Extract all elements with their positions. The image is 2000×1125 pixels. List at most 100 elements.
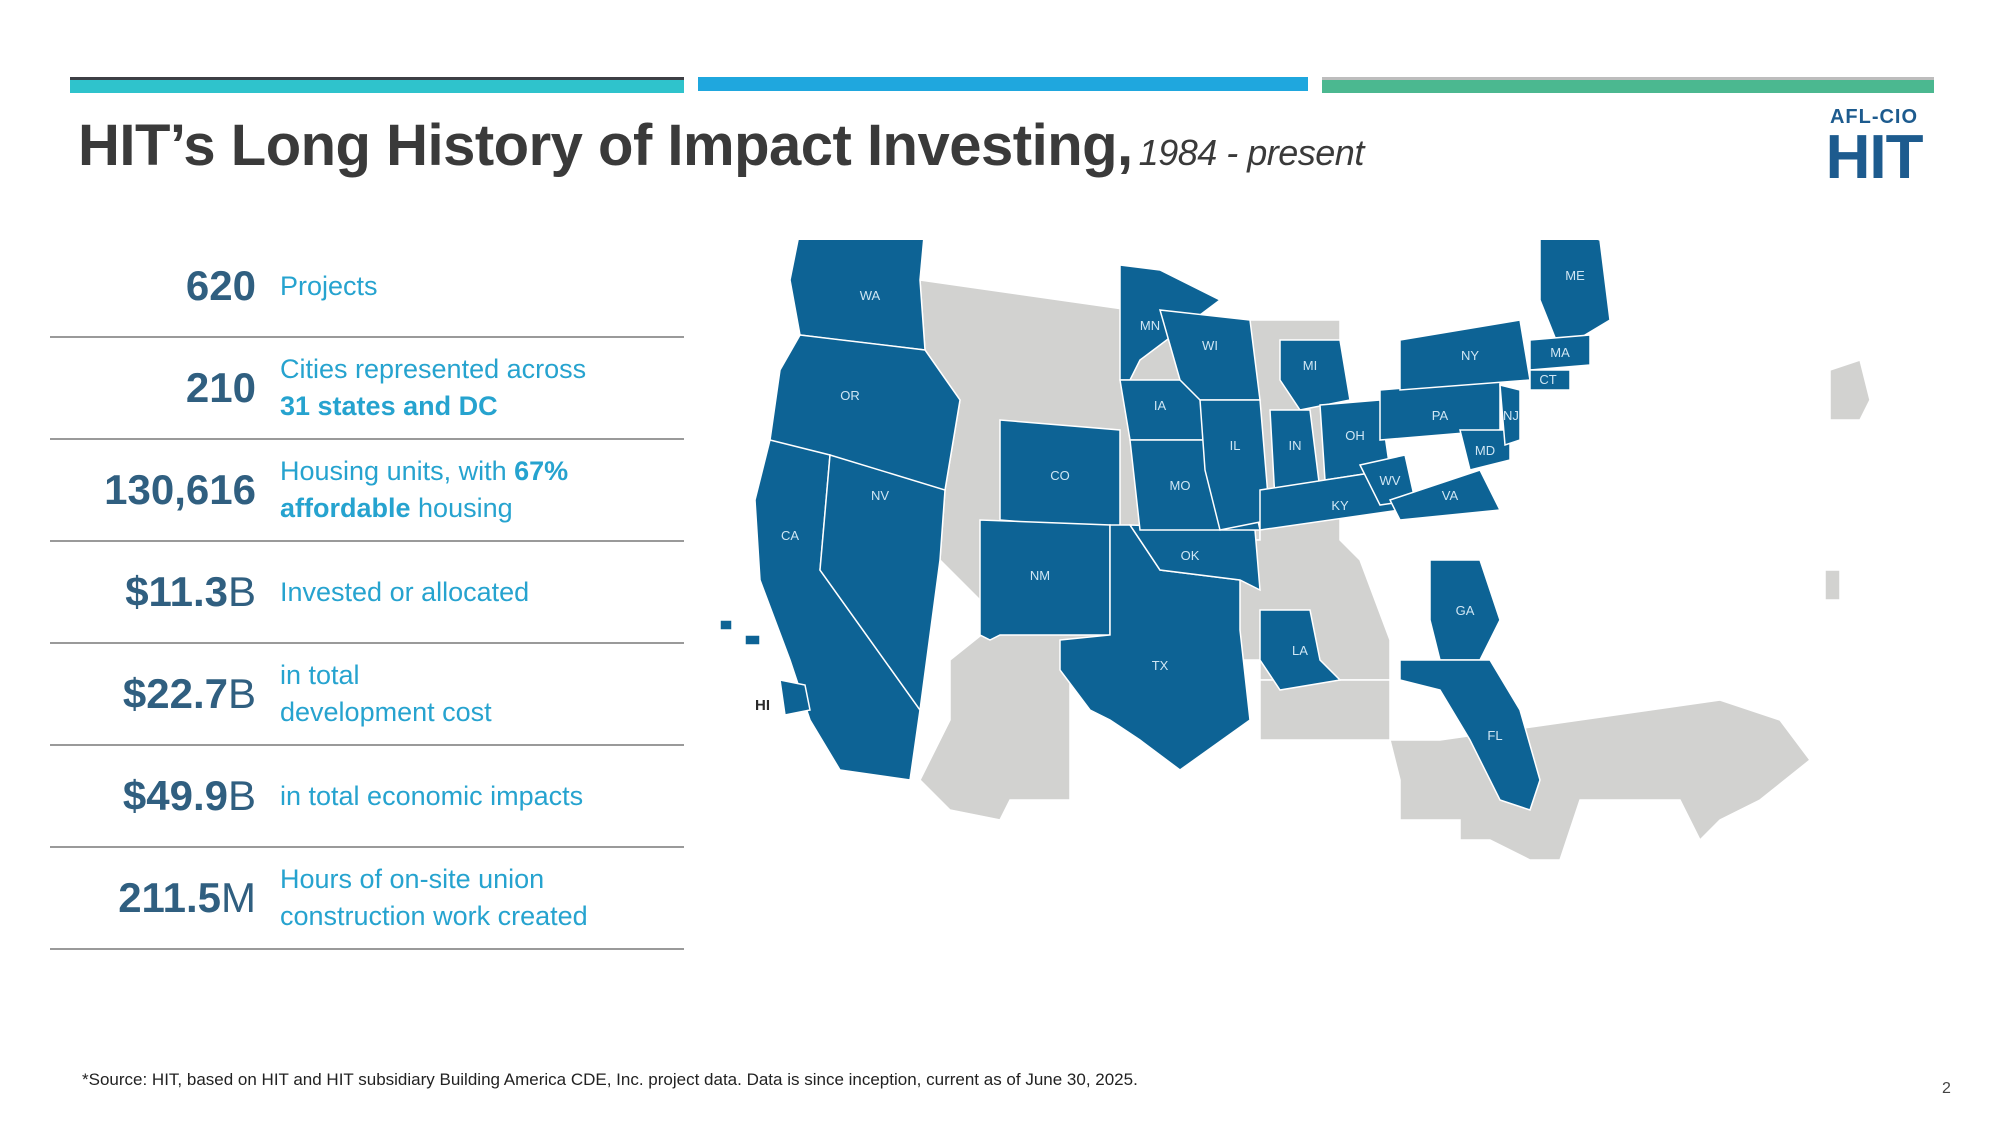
- stat-number: 210: [185, 364, 256, 411]
- stat-label-line: affordable housing: [280, 493, 513, 523]
- map-label-ky: KY: [1331, 498, 1349, 513]
- stat-number: $49.9: [122, 772, 228, 819]
- logo-main-text: HIT: [1825, 123, 1924, 192]
- accent-bar-green: [1322, 77, 1934, 93]
- map-label-me: ME: [1565, 268, 1585, 283]
- map-label-in: IN: [1289, 438, 1302, 453]
- stats-list: 620 Projects 210 Cities represented acro…: [50, 236, 684, 950]
- stat-value: $11.3B: [50, 568, 280, 616]
- stat-label-line: Housing units, with 67%: [280, 456, 569, 486]
- stat-value: 211.5M: [50, 874, 280, 922]
- stat-row-cities: 210 Cities represented across 31 states …: [50, 338, 684, 440]
- map-label-mi: MI: [1303, 358, 1317, 373]
- stat-label-line: development cost: [280, 697, 492, 727]
- us-map-svg: WA OR CA NV CO NM TX OK MN IA MO WI IL M…: [719, 240, 1871, 861]
- map-label-fl: FL: [1487, 728, 1502, 743]
- state-il: [1199, 399, 1271, 531]
- map-label-nj: NJ: [1503, 408, 1519, 423]
- map-label-nv: NV: [871, 488, 889, 503]
- map-label-wv: WV: [1380, 473, 1401, 488]
- map-label-va: VA: [1442, 488, 1459, 503]
- map-label-hi: HI: [755, 697, 770, 714]
- state-la: [1259, 609, 1342, 691]
- map-label-ia: IA: [1154, 398, 1167, 413]
- title-main: HIT’s Long History of Impact Investing,: [78, 113, 1133, 178]
- stat-value: 130,616: [50, 466, 280, 514]
- stat-number: 211.5: [118, 874, 221, 921]
- state-fl: [1399, 659, 1541, 811]
- map-label-co: CO: [1050, 468, 1070, 483]
- state-tx: [1059, 524, 1251, 771]
- stat-value: $22.7B: [50, 670, 280, 718]
- stat-label-line: construction work created: [280, 901, 588, 931]
- accent-bar-teal: [70, 77, 684, 93]
- map-label-ga: GA: [1456, 603, 1475, 618]
- map-region-south: [1389, 699, 1812, 861]
- page-title: HIT’s Long History of Impact Investing, 1…: [78, 112, 1364, 179]
- map-label-md: MD: [1475, 443, 1495, 458]
- title-subtitle: 1984 - present: [1138, 132, 1365, 173]
- stat-row-projects: 620 Projects: [50, 236, 684, 338]
- logo-top-text: AFL-CIO: [1829, 106, 1919, 128]
- map-label-mn: MN: [1140, 318, 1160, 333]
- map-label-oh: OH: [1345, 428, 1365, 443]
- stat-label-bold: 31 states and DC: [280, 391, 498, 421]
- map-label-or: OR: [840, 388, 860, 403]
- state-hi-main: [779, 679, 811, 716]
- state-wa: [789, 240, 926, 351]
- state-ma: [1529, 334, 1591, 371]
- stat-row-hours: 211.5M Hours of on-site union constructi…: [50, 848, 684, 950]
- page-number: 2: [1942, 1080, 1951, 1097]
- map-label-wi: WI: [1202, 338, 1218, 353]
- stat-row-invested: $11.3B Invested or allocated: [50, 542, 684, 644]
- map-label-tx: TX: [1152, 658, 1169, 673]
- map-label-ma: MA: [1550, 345, 1570, 360]
- map-label-ny: NY: [1461, 348, 1479, 363]
- state-va: [1388, 469, 1502, 521]
- stat-suffix: M: [221, 874, 256, 921]
- us-map: WA OR CA NV CO NM TX OK MN IA MO WI IL M…: [700, 240, 1960, 1020]
- stat-suffix: B: [227, 772, 256, 819]
- stat-value: $49.9B: [50, 772, 280, 820]
- stat-suffix: B: [227, 670, 256, 717]
- stat-value: 620: [50, 262, 280, 310]
- stat-value: 210: [50, 364, 280, 412]
- map-label-ok: OK: [1181, 548, 1200, 563]
- stat-label: Invested or allocated: [280, 576, 530, 607]
- map-label-mo: MO: [1170, 478, 1191, 493]
- stat-label-line: Hours of on-site union: [280, 864, 545, 894]
- state-md: [1459, 429, 1511, 471]
- state-nv: [819, 454, 946, 712]
- stat-number: 130,616: [104, 466, 256, 513]
- map-label-ct: CT: [1539, 372, 1556, 387]
- stat-number: 620: [185, 262, 256, 309]
- stat-row-housing: 130,616 Housing units, with 67% affordab…: [50, 440, 684, 542]
- state-hi-island-2: [744, 634, 761, 646]
- stat-label-line: in total: [280, 660, 360, 690]
- map-label-nm: NM: [1030, 568, 1050, 583]
- state-nj: [1499, 384, 1521, 447]
- state-hi-island-1: [719, 619, 733, 631]
- source-footnote: *Source: HIT, based on HIT and HIT subsi…: [82, 1070, 1138, 1089]
- stat-label: Projects: [280, 270, 378, 301]
- map-label-wa: WA: [860, 288, 881, 303]
- map-region-delaware: [1824, 569, 1841, 601]
- map-region-new-england-nw: [1829, 359, 1871, 421]
- stat-number: $22.7: [122, 670, 228, 717]
- accent-bar-blue: [698, 77, 1308, 91]
- stat-row-economic: $49.9B in total economic impacts: [50, 746, 684, 848]
- afl-cio-hit-logo: AFL-CIO HIT: [1810, 106, 1938, 192]
- stat-row-development: $22.7B in total development cost: [50, 644, 684, 746]
- stat-number: $11.3: [125, 568, 228, 615]
- state-me: [1539, 240, 1611, 352]
- stat-label-line: Cities represented across: [280, 354, 587, 384]
- stat-label: Housing units, with 67% affordable housi…: [280, 453, 568, 527]
- stat-label: Cities represented across 31 states and …: [280, 351, 586, 425]
- map-label-pa: PA: [1432, 408, 1449, 423]
- stat-label: in total development cost: [280, 657, 492, 731]
- stat-label: Hours of on-site union construction work…: [280, 861, 588, 935]
- stat-label: in total economic impacts: [280, 780, 584, 811]
- state-ct: [1529, 369, 1571, 391]
- map-label-la: LA: [1292, 643, 1308, 658]
- stat-suffix: B: [227, 568, 256, 615]
